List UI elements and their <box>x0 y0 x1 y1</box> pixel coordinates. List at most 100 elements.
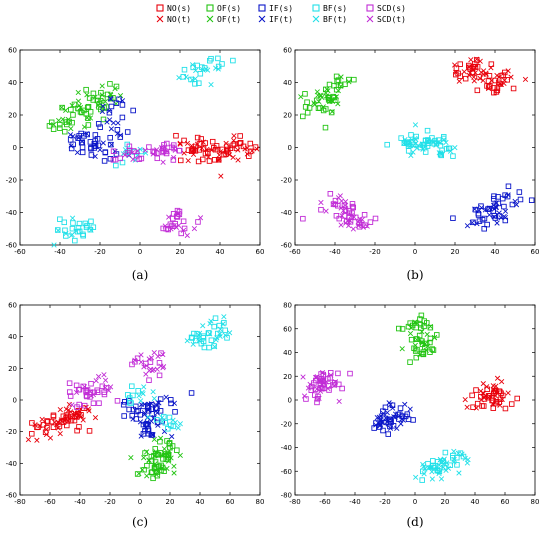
point-of-t <box>84 92 90 98</box>
point-if-s <box>88 146 94 152</box>
point-if-s <box>148 401 155 408</box>
point-if-t <box>84 131 90 137</box>
point-no-t <box>188 143 195 149</box>
point-no-s <box>252 144 259 150</box>
point-of-s <box>407 359 413 365</box>
point-no-s <box>188 148 195 155</box>
x-tick-label: 0 <box>138 248 142 256</box>
point-bf-s <box>460 453 467 460</box>
point-no-s <box>479 403 485 409</box>
point-scd-s <box>347 370 353 377</box>
point-scd-s <box>136 156 143 162</box>
point-bf-s <box>440 458 446 464</box>
point-scd-t <box>148 355 155 361</box>
point-scd-s <box>129 361 135 368</box>
point-scd-t <box>90 392 97 398</box>
point-no-t <box>462 396 468 403</box>
point-scd-s <box>176 208 183 215</box>
point-scd-s <box>336 381 342 388</box>
point-no-s <box>488 61 495 67</box>
point-of-s <box>300 113 306 120</box>
point-no-s <box>474 87 481 94</box>
point-bf-t <box>193 67 199 74</box>
point-bf-s <box>154 416 160 423</box>
point-no-s <box>202 150 209 157</box>
point-if-t <box>154 403 160 409</box>
point-bf-t <box>421 471 427 477</box>
point-if-t <box>384 410 390 416</box>
point-scd-s <box>90 400 97 406</box>
point-scd-t <box>336 398 342 404</box>
point-no-s <box>209 138 216 145</box>
point-of-s <box>59 104 65 111</box>
point-no-t <box>481 394 487 400</box>
point-no-s <box>75 408 82 414</box>
point-if-s <box>481 226 487 232</box>
point-of-s <box>152 459 159 465</box>
point-scd-t <box>300 374 306 380</box>
point-bf-t <box>145 414 151 420</box>
point-no-s <box>212 146 219 153</box>
point-of-s <box>100 116 107 123</box>
point-bf-t <box>150 389 156 395</box>
point-bf-s <box>425 137 431 144</box>
point-if-s <box>385 431 391 437</box>
point-bf-t <box>204 67 211 73</box>
point-bf-t <box>438 476 445 482</box>
point-bf-s <box>61 219 68 226</box>
point-bf-s <box>127 399 133 406</box>
scatter-plot-b: -60 -40 -20 0 20 40 60 -60 -40 -20 0 20 40 60 <box>281 47 540 257</box>
point-if-t <box>145 407 151 413</box>
point-no-s <box>492 77 498 84</box>
legend-label: SCD(s) <box>377 4 406 13</box>
point-if-s <box>81 133 87 139</box>
point-bf-s <box>424 127 431 134</box>
point-if-s <box>388 419 394 425</box>
point-scd-s <box>134 355 141 362</box>
point-of-t <box>162 451 168 457</box>
point-no-s <box>231 141 238 147</box>
point-of-s <box>169 443 176 449</box>
point-if-s <box>517 196 524 203</box>
point-scd-s <box>312 392 318 398</box>
point-of-s <box>322 86 329 93</box>
point-no-t <box>37 423 43 429</box>
x-tick-label: 0 <box>413 248 417 256</box>
y-tick-label: 20 <box>8 365 17 373</box>
point-no-t <box>216 152 222 158</box>
point-scd-s <box>67 393 74 399</box>
y-tick-label: 0 <box>288 397 292 405</box>
point-scd-s <box>330 381 336 388</box>
point-no-s <box>237 139 244 146</box>
point-scd-s <box>176 147 182 154</box>
point-of-t <box>338 74 344 80</box>
point-if-t <box>115 120 121 126</box>
point-bf-s <box>425 460 431 467</box>
point-scd-s <box>154 155 161 162</box>
point-if-t <box>398 421 404 427</box>
point-bf-s <box>72 237 78 244</box>
point-if-t <box>502 208 509 214</box>
point-if-s <box>404 411 411 417</box>
point-of-s <box>328 109 335 116</box>
point-of-s <box>160 456 166 462</box>
point-bf-s <box>413 133 419 140</box>
point-of-t <box>77 104 84 111</box>
point-no-s <box>200 156 206 163</box>
point-if-s <box>382 404 389 411</box>
point-of-s <box>420 351 427 358</box>
point-of-s <box>342 81 348 88</box>
point-no-t <box>497 402 503 408</box>
point-bf-s <box>88 218 94 225</box>
point-if-t <box>476 207 482 214</box>
point-of-s <box>69 119 75 126</box>
point-scd-s <box>372 215 379 222</box>
point-scd-s <box>163 150 170 157</box>
legend-marker-cross <box>156 15 164 23</box>
point-bf-t <box>440 464 446 470</box>
point-no-t <box>505 68 511 74</box>
point-of-t <box>320 104 326 110</box>
point-of-s <box>315 105 322 111</box>
point-bf-t <box>221 314 227 320</box>
point-scd-s <box>178 230 184 237</box>
